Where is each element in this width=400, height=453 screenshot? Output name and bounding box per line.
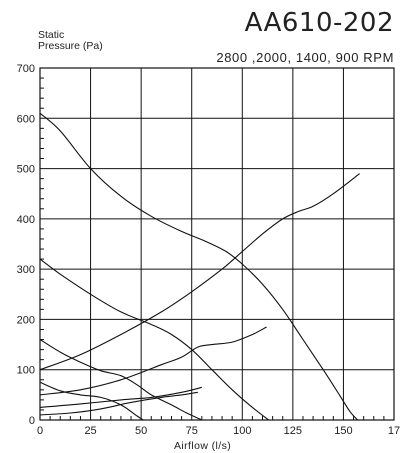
y-tick-label: 700 bbox=[17, 63, 35, 75]
series-line-5 bbox=[39, 173, 360, 371]
x-tick-label: 17 bbox=[388, 425, 400, 437]
y-tick-label: 600 bbox=[17, 113, 35, 125]
y-tick-label: 500 bbox=[17, 164, 35, 176]
chart-subtitle: 2800 ,2000, 1400, 900 RPM bbox=[216, 50, 394, 65]
series-line-8 bbox=[39, 391, 198, 416]
chart-title: AA610-202 bbox=[244, 8, 394, 38]
y-tick-label: 0 bbox=[29, 415, 35, 427]
x-tick-label: 125 bbox=[284, 425, 302, 437]
plot-border bbox=[39, 67, 395, 421]
x-tick-label: 0 bbox=[37, 425, 43, 437]
x-axis-label: Airflow (l/s) bbox=[174, 440, 232, 452]
y-axis-label-line2: Pressure (Pa) bbox=[38, 40, 103, 52]
y-tick-label: 100 bbox=[17, 365, 35, 377]
x-tick-label: 150 bbox=[334, 425, 352, 437]
series-line-4 bbox=[39, 381, 144, 421]
series-line-2 bbox=[39, 258, 269, 421]
y-tick-label: 300 bbox=[17, 264, 35, 276]
x-tick-label: 75 bbox=[186, 425, 198, 437]
x-tick-label: 100 bbox=[233, 425, 251, 437]
series-line-6 bbox=[39, 326, 267, 396]
x-tick-label: 25 bbox=[84, 425, 96, 437]
y-axis-label-line1: Static bbox=[38, 29, 65, 41]
series-line-1 bbox=[39, 112, 359, 421]
y-tick-label: 200 bbox=[17, 314, 35, 326]
series-line-3 bbox=[39, 339, 203, 421]
y-axis-label: Static Pressure (Pa) bbox=[38, 30, 103, 52]
series-line-7 bbox=[39, 386, 202, 408]
y-tick-label: 400 bbox=[17, 214, 35, 226]
x-tick-label: 50 bbox=[135, 425, 147, 437]
